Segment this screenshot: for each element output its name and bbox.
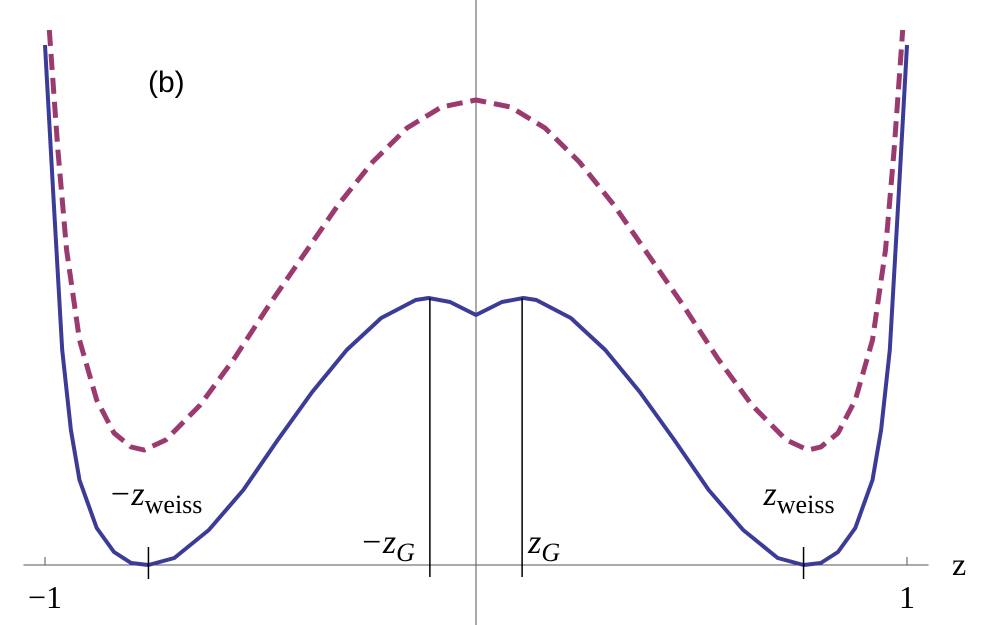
annotation-main: −z	[108, 476, 144, 513]
annotation: −zweiss	[108, 476, 202, 519]
annotation-main: −z	[360, 524, 396, 561]
annotation: zG	[527, 524, 560, 567]
annotation-sub: weiss	[777, 490, 835, 519]
annotation-sub: G	[396, 538, 415, 567]
annotation-sub: G	[541, 538, 560, 567]
x-axis-label: z	[952, 546, 966, 582]
annotation: zweiss	[763, 476, 835, 519]
chart-title: (b)	[148, 66, 185, 99]
annotation-main: z	[763, 476, 777, 513]
x-tick-label: 1	[899, 579, 915, 615]
series-line	[46, 29, 906, 453]
x-tick-label: −1	[28, 579, 62, 615]
series-line	[43, 44, 909, 567]
annotation-main: z	[527, 524, 541, 561]
annotation-sub: weiss	[145, 490, 203, 519]
annotation: −zG	[360, 524, 415, 567]
